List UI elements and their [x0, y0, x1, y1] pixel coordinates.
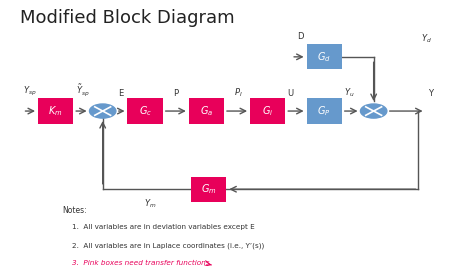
Text: $P_I$: $P_I$ [234, 87, 242, 99]
FancyBboxPatch shape [191, 177, 227, 202]
Text: 1.  All variables are in deviation variables except E: 1. All variables are in deviation variab… [72, 225, 255, 231]
Text: P: P [173, 89, 178, 98]
Text: $G_c$: $G_c$ [138, 104, 152, 118]
Circle shape [360, 104, 387, 118]
Text: Y: Y [428, 89, 433, 98]
Text: U: U [288, 89, 294, 98]
Text: $Y_d$: $Y_d$ [421, 33, 432, 45]
FancyBboxPatch shape [38, 98, 73, 124]
Text: $G_d$: $G_d$ [317, 50, 331, 64]
Circle shape [90, 104, 116, 118]
Text: $Y_{sp}$: $Y_{sp}$ [23, 85, 36, 98]
Text: $Y_m$: $Y_m$ [144, 198, 156, 210]
Text: $\tilde{Y}_{sp}$: $\tilde{Y}_{sp}$ [75, 82, 89, 98]
FancyBboxPatch shape [307, 98, 342, 124]
FancyBboxPatch shape [189, 98, 224, 124]
Text: 3.  Pink boxes need transfer functions: 3. Pink boxes need transfer functions [72, 260, 210, 266]
Text: Notes:: Notes: [63, 206, 87, 215]
Text: $G_a$: $G_a$ [200, 104, 213, 118]
Text: $G_i$: $G_i$ [262, 104, 273, 118]
Text: $K_m$: $K_m$ [48, 104, 63, 118]
FancyBboxPatch shape [250, 98, 285, 124]
Text: 2.  All variables are in Laplace coordinates (i.e., Y’(s)): 2. All variables are in Laplace coordina… [72, 242, 264, 249]
Text: E: E [118, 89, 123, 98]
Text: Modified Block Diagram: Modified Block Diagram [20, 9, 235, 27]
FancyBboxPatch shape [307, 44, 342, 69]
FancyBboxPatch shape [128, 98, 163, 124]
Text: $G_P$: $G_P$ [318, 104, 331, 118]
Text: $Y_u$: $Y_u$ [344, 87, 355, 99]
Text: D: D [297, 32, 304, 41]
Text: $G_m$: $G_m$ [201, 182, 217, 196]
